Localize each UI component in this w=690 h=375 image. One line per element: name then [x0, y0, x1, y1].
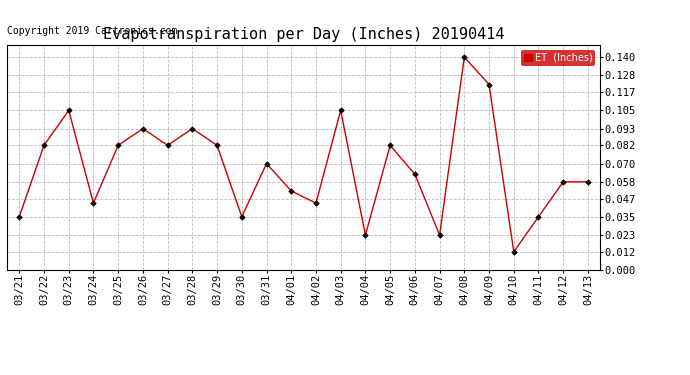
Title: Evapotranspiration per Day (Inches) 20190414: Evapotranspiration per Day (Inches) 2019… [103, 27, 504, 42]
Legend: ET  (Inches): ET (Inches) [521, 50, 595, 66]
Text: Copyright 2019 Cartronics.com: Copyright 2019 Cartronics.com [7, 26, 177, 36]
